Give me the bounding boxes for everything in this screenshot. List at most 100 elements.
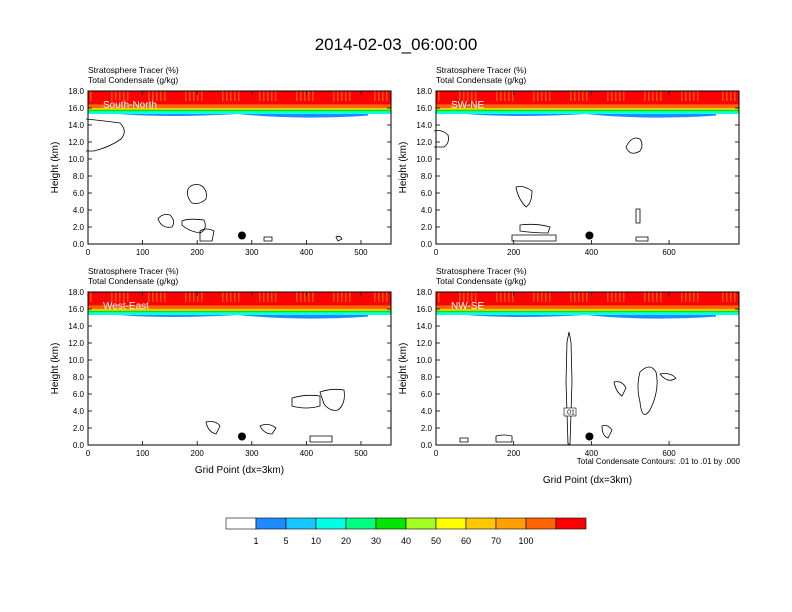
y-tick-label: 4.0 xyxy=(73,407,85,416)
panel-title: NW-SE xyxy=(451,301,484,312)
tracer-streak xyxy=(312,91,314,101)
legend-label: 100 xyxy=(518,536,533,546)
tracer-streak xyxy=(652,91,654,101)
legend-label: 70 xyxy=(491,536,501,546)
tracer-streak xyxy=(619,91,621,101)
tracer-streak xyxy=(185,292,187,302)
y-tick-label: 4.0 xyxy=(421,206,433,215)
x-tick-label: 500 xyxy=(354,449,368,458)
tracer-streak xyxy=(512,91,514,101)
tracer-streak xyxy=(238,91,240,101)
tracer-streak xyxy=(459,91,461,101)
tracer-streak xyxy=(271,91,273,101)
tracer-streak xyxy=(222,292,224,302)
y-tick-label: 18.0 xyxy=(416,87,432,96)
tracer-streak xyxy=(549,91,551,101)
left-string: Total Condensate (g/kg) xyxy=(88,276,178,286)
tracer-streak xyxy=(201,292,203,302)
y-tick-label: 16.0 xyxy=(68,305,84,314)
tracer-streak xyxy=(349,91,351,101)
x-tick-label: 200 xyxy=(507,248,521,257)
condensate-contour xyxy=(601,425,613,439)
tracer-streak xyxy=(230,91,232,101)
tracer-band-orange xyxy=(88,104,391,108)
tracer-streak xyxy=(123,91,125,101)
y-tick-label: 6.0 xyxy=(73,390,85,399)
panel-1: 0.0 2.0 4.0 6.0 8.0 10.0 12.0 14.0 16.0 18.0 0 100 2… xyxy=(50,65,392,257)
condensate-contour xyxy=(635,236,649,242)
panel-3: 0.0 2.0 4.0 6.0 8.0 10.0 12.0 14.0 16.0 18.0 0 100 2… xyxy=(50,266,392,476)
tracer-streak xyxy=(345,91,347,101)
y-tick-label: 16.0 xyxy=(416,305,432,314)
legend-swatch xyxy=(525,517,557,530)
tracer-streak xyxy=(308,91,310,101)
x-tick-label: 200 xyxy=(507,449,521,458)
left-string: Total Condensate (g/kg) xyxy=(436,75,526,85)
panel-2: 0.0 2.0 4.0 6.0 8.0 10.0 12.0 14.0 16.0 18.0 0 200 4… xyxy=(398,65,740,257)
plot-frame xyxy=(87,291,392,446)
contour-label: .01 xyxy=(565,410,575,417)
y-tick-label: 2.0 xyxy=(73,223,85,232)
tracer-streak xyxy=(90,292,92,302)
tracer-streak xyxy=(308,292,310,302)
y-tick-label: 4.0 xyxy=(421,407,433,416)
tracer-streak xyxy=(623,292,625,302)
tracer-band-blue xyxy=(466,314,716,319)
contour-label-box xyxy=(563,407,577,417)
y-tick-label: 18.0 xyxy=(68,288,84,297)
tracer-streak xyxy=(148,292,150,302)
tracer-streak xyxy=(300,91,302,101)
tracer-streak xyxy=(660,91,662,101)
x-tick-label: 100 xyxy=(136,449,150,458)
tracer-streak xyxy=(537,292,539,302)
tracer-streak xyxy=(504,292,506,302)
tracer-streak xyxy=(341,91,343,101)
tracer-streak xyxy=(337,91,339,101)
condensate-contour xyxy=(291,394,321,409)
tracer-band-yellow xyxy=(436,309,739,311)
tracer-streak xyxy=(160,91,162,101)
left-string: Stratosphere Tracer (%) xyxy=(88,266,179,276)
tracer-streak xyxy=(656,292,658,302)
left-string: Stratosphere Tracer (%) xyxy=(436,65,527,75)
condensate-contour xyxy=(199,228,215,242)
y-tick-label: 12.0 xyxy=(68,138,84,147)
tracer-streak xyxy=(304,91,306,101)
tracer-streak xyxy=(230,292,232,302)
plot-frame xyxy=(87,90,392,245)
tracer-streak xyxy=(275,91,277,101)
condensate-contour xyxy=(459,437,469,443)
tracer-streak xyxy=(189,91,191,101)
tracer-streak xyxy=(685,91,687,101)
tracer-streak xyxy=(652,292,654,302)
legend-swatch xyxy=(465,517,497,530)
tracer-streak xyxy=(681,292,683,302)
left-string: Stratosphere Tracer (%) xyxy=(436,266,527,276)
y-tick-label: 16.0 xyxy=(68,104,84,113)
condensate-contour xyxy=(635,208,641,224)
left-string: Stratosphere Tracer (%) xyxy=(88,65,179,75)
condensate-contour xyxy=(433,130,449,148)
tracer-streak xyxy=(726,91,728,101)
tracer-streak xyxy=(127,91,129,101)
x-tick-label: 600 xyxy=(662,449,676,458)
tracer-streak xyxy=(623,91,625,101)
tracer-streak xyxy=(374,292,376,302)
tracer-streak xyxy=(500,91,502,101)
tracer-streak xyxy=(722,292,724,302)
tracer-streak xyxy=(504,91,506,101)
tracer-streak xyxy=(127,292,129,302)
tracer-streak xyxy=(578,292,580,302)
tracer-streak xyxy=(226,292,228,302)
y-tick-label: 0.0 xyxy=(73,240,85,249)
tracer-streak xyxy=(697,91,699,101)
tracer-streak xyxy=(475,91,477,101)
tracer-streak xyxy=(496,292,498,302)
tracer-streak xyxy=(222,91,224,101)
tracer-streak xyxy=(189,292,191,302)
tracer-streak xyxy=(300,292,302,302)
figure-title: 2014-02-03_06:00:00 xyxy=(315,35,478,54)
tracer-streak xyxy=(160,292,162,302)
legend-label: 20 xyxy=(341,536,351,546)
condensate-contour xyxy=(335,235,343,242)
